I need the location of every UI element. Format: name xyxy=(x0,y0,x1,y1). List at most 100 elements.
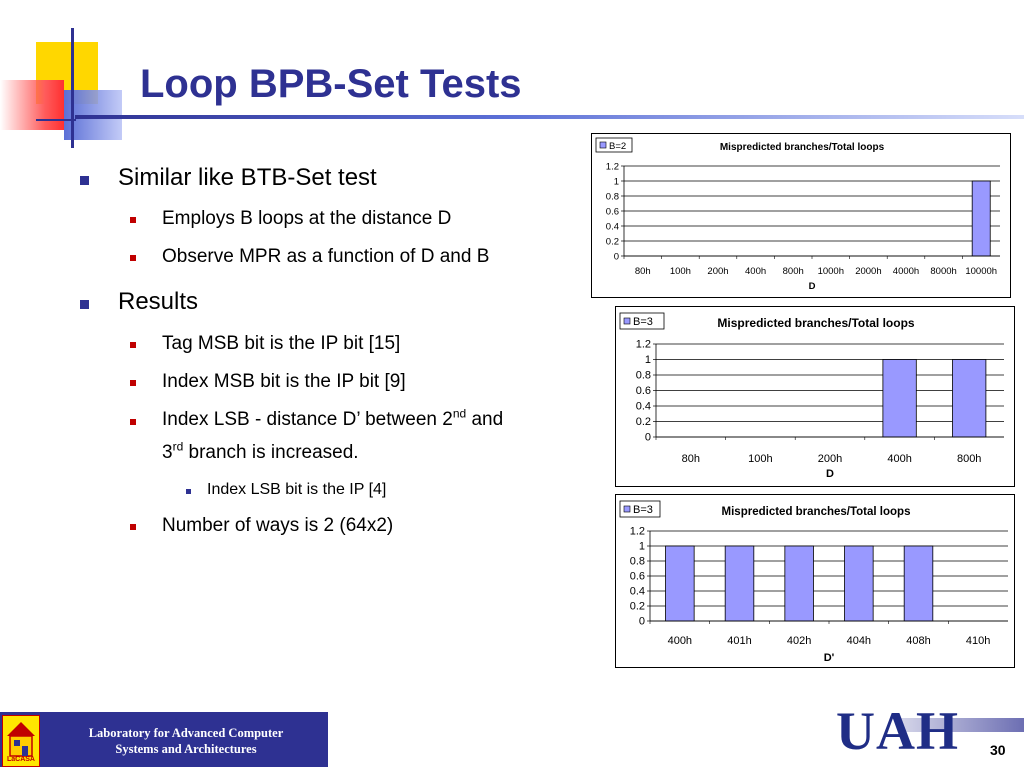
x-tick-label: 100h xyxy=(670,266,691,277)
chart-b3-dprime: Mispredicted branches/Total loops B=3 0 0.2… xyxy=(615,494,1015,668)
x-tick-label: 800h xyxy=(957,453,981,465)
y-tick-label: 0 xyxy=(614,252,619,263)
chart-title: Mispredicted branches/Total loops xyxy=(717,316,914,330)
bar xyxy=(903,545,934,622)
x-tick-label: 400h xyxy=(668,635,692,647)
bullet-index-lsb-line2: 3rd branch is increased. xyxy=(162,439,359,464)
bullet-similar: Similar like BTB-Set test xyxy=(118,164,377,191)
y-tick-label: 1 xyxy=(639,541,645,553)
legend-label: B=2 xyxy=(609,141,626,152)
page-number: 30 xyxy=(990,742,1006,758)
y-tick-label: 0.4 xyxy=(636,401,651,413)
legend-box xyxy=(619,500,661,518)
chart-b3-d: Mispredicted branches/Total loops B=3 0 0.2… xyxy=(615,306,1015,487)
bullet-index-lsb-and: and xyxy=(466,409,504,430)
deco-vertical-line xyxy=(71,28,74,148)
bullet-marker xyxy=(130,419,136,425)
bullet-index-lsb-rest: branch is increased. xyxy=(183,442,359,463)
y-tick-label: 0.8 xyxy=(636,370,651,382)
bar xyxy=(665,545,695,622)
bullet-index-lsb-3: 3 xyxy=(162,442,173,463)
x-tick-label: 100h xyxy=(748,453,772,465)
bullet-marker xyxy=(130,380,136,386)
y-tick-label: 1 xyxy=(645,354,651,366)
bar xyxy=(952,359,987,438)
x-tick-label: 402h xyxy=(787,635,811,647)
uah-logo: UAH xyxy=(836,701,959,761)
x-tick-label: 400h xyxy=(745,266,766,277)
x-tick-label: 8000h xyxy=(930,266,956,277)
y-tick-label: 0.6 xyxy=(606,207,619,218)
slide-title: Loop BPB-Set Tests xyxy=(140,62,522,106)
footer-banner xyxy=(0,712,328,767)
bullet-marker xyxy=(130,255,136,261)
y-tick-label: 0 xyxy=(639,616,645,628)
y-tick-label: 0.4 xyxy=(606,222,619,233)
bar xyxy=(784,545,814,622)
legend-box xyxy=(595,137,633,153)
deco-horizontal-line xyxy=(36,119,76,121)
lacasa-logo: LaCASA xyxy=(2,715,40,767)
legend-swatch xyxy=(599,141,607,149)
bullet-index-lsb-line1: Index LSB - distance D’ between 2nd and xyxy=(162,406,504,431)
bullet-index-msb: Index MSB bit is the IP bit [9] xyxy=(162,371,406,392)
legend-label: B=3 xyxy=(633,504,653,516)
x-axis-label: D xyxy=(809,281,816,292)
x-tick-label: 4000h xyxy=(893,266,919,277)
bullet-marker xyxy=(186,489,191,494)
bullet-tag-msb: Tag MSB bit is the IP bit [15] xyxy=(162,333,401,354)
y-tick-label: 0.2 xyxy=(606,237,619,248)
footer-lab-line2: Systems and Architectures xyxy=(115,742,257,756)
bullet-marker xyxy=(130,524,136,530)
legend-label: B=3 xyxy=(633,316,653,328)
y-tick-label: 0.4 xyxy=(630,586,645,598)
legend-box xyxy=(619,312,665,330)
legend-swatch xyxy=(623,505,631,513)
chart-title: Mispredicted branches/Total loops xyxy=(722,506,911,518)
bar xyxy=(844,545,874,622)
x-tick-label: 2000h xyxy=(855,266,881,277)
uah-stripe xyxy=(900,718,1024,732)
y-tick-label: 1.2 xyxy=(636,339,651,351)
y-tick-label: 0 xyxy=(645,432,651,444)
y-tick-label: 1.2 xyxy=(630,526,645,538)
bullet-marker xyxy=(130,342,136,348)
bar xyxy=(882,359,917,438)
chart-title: Mispredicted branches/Total loops xyxy=(720,142,885,153)
house-icon xyxy=(7,722,35,757)
superscript-rd: rd xyxy=(172,439,184,454)
y-tick-label: 0.8 xyxy=(630,556,645,568)
x-axis-label: D xyxy=(826,468,834,480)
superscript-nd: nd xyxy=(452,406,467,421)
x-tick-label: 200h xyxy=(707,266,728,277)
deco-square-red xyxy=(0,80,64,130)
bullet-number-of-ways: Number of ways is 2 (64x2) xyxy=(162,515,394,536)
bullet-observe: Observe MPR as a function of D and B xyxy=(162,246,490,267)
x-tick-label: 401h xyxy=(727,635,751,647)
y-tick-label: 0.8 xyxy=(606,192,619,203)
legend-swatch xyxy=(623,317,631,325)
x-tick-label: 1000h xyxy=(818,266,844,277)
y-tick-label: 0.6 xyxy=(636,385,651,397)
x-tick-label: 80h xyxy=(682,453,700,465)
bullet-employs: Employs B loops at the distance D xyxy=(162,208,452,229)
bullet-marker xyxy=(130,217,136,223)
y-tick-label: 1.2 xyxy=(606,162,619,173)
chart-b2: Mispredicted branches/Total loops B=2 0 0.2… xyxy=(591,133,1011,298)
lacasa-logo-text: LaCASA xyxy=(6,756,35,763)
chart-b3-dprime-svg: Mispredicted branches/Total loops B=3 0 0.2… xyxy=(619,500,1008,664)
y-tick-label: 0.2 xyxy=(630,601,645,613)
bar xyxy=(724,545,755,622)
bullet-marker xyxy=(80,176,89,185)
y-tick-label: 1 xyxy=(614,177,619,188)
y-tick-label: 0.6 xyxy=(630,571,645,583)
y-tick-label: 0.2 xyxy=(636,416,651,428)
bullet-index-lsb-ip4: Index LSB bit is the IP [4] xyxy=(207,481,387,498)
bullet-results: Results xyxy=(118,288,199,315)
bullet-index-lsb-text: Index LSB - distance D’ between 2 xyxy=(162,409,453,430)
x-tick-label: 400h xyxy=(887,453,911,465)
footer-lab-line1: Laboratory for Advanced Computer xyxy=(88,726,284,740)
bar xyxy=(971,180,991,257)
title-underline xyxy=(75,115,1024,119)
x-axis-label: D' xyxy=(824,652,835,664)
